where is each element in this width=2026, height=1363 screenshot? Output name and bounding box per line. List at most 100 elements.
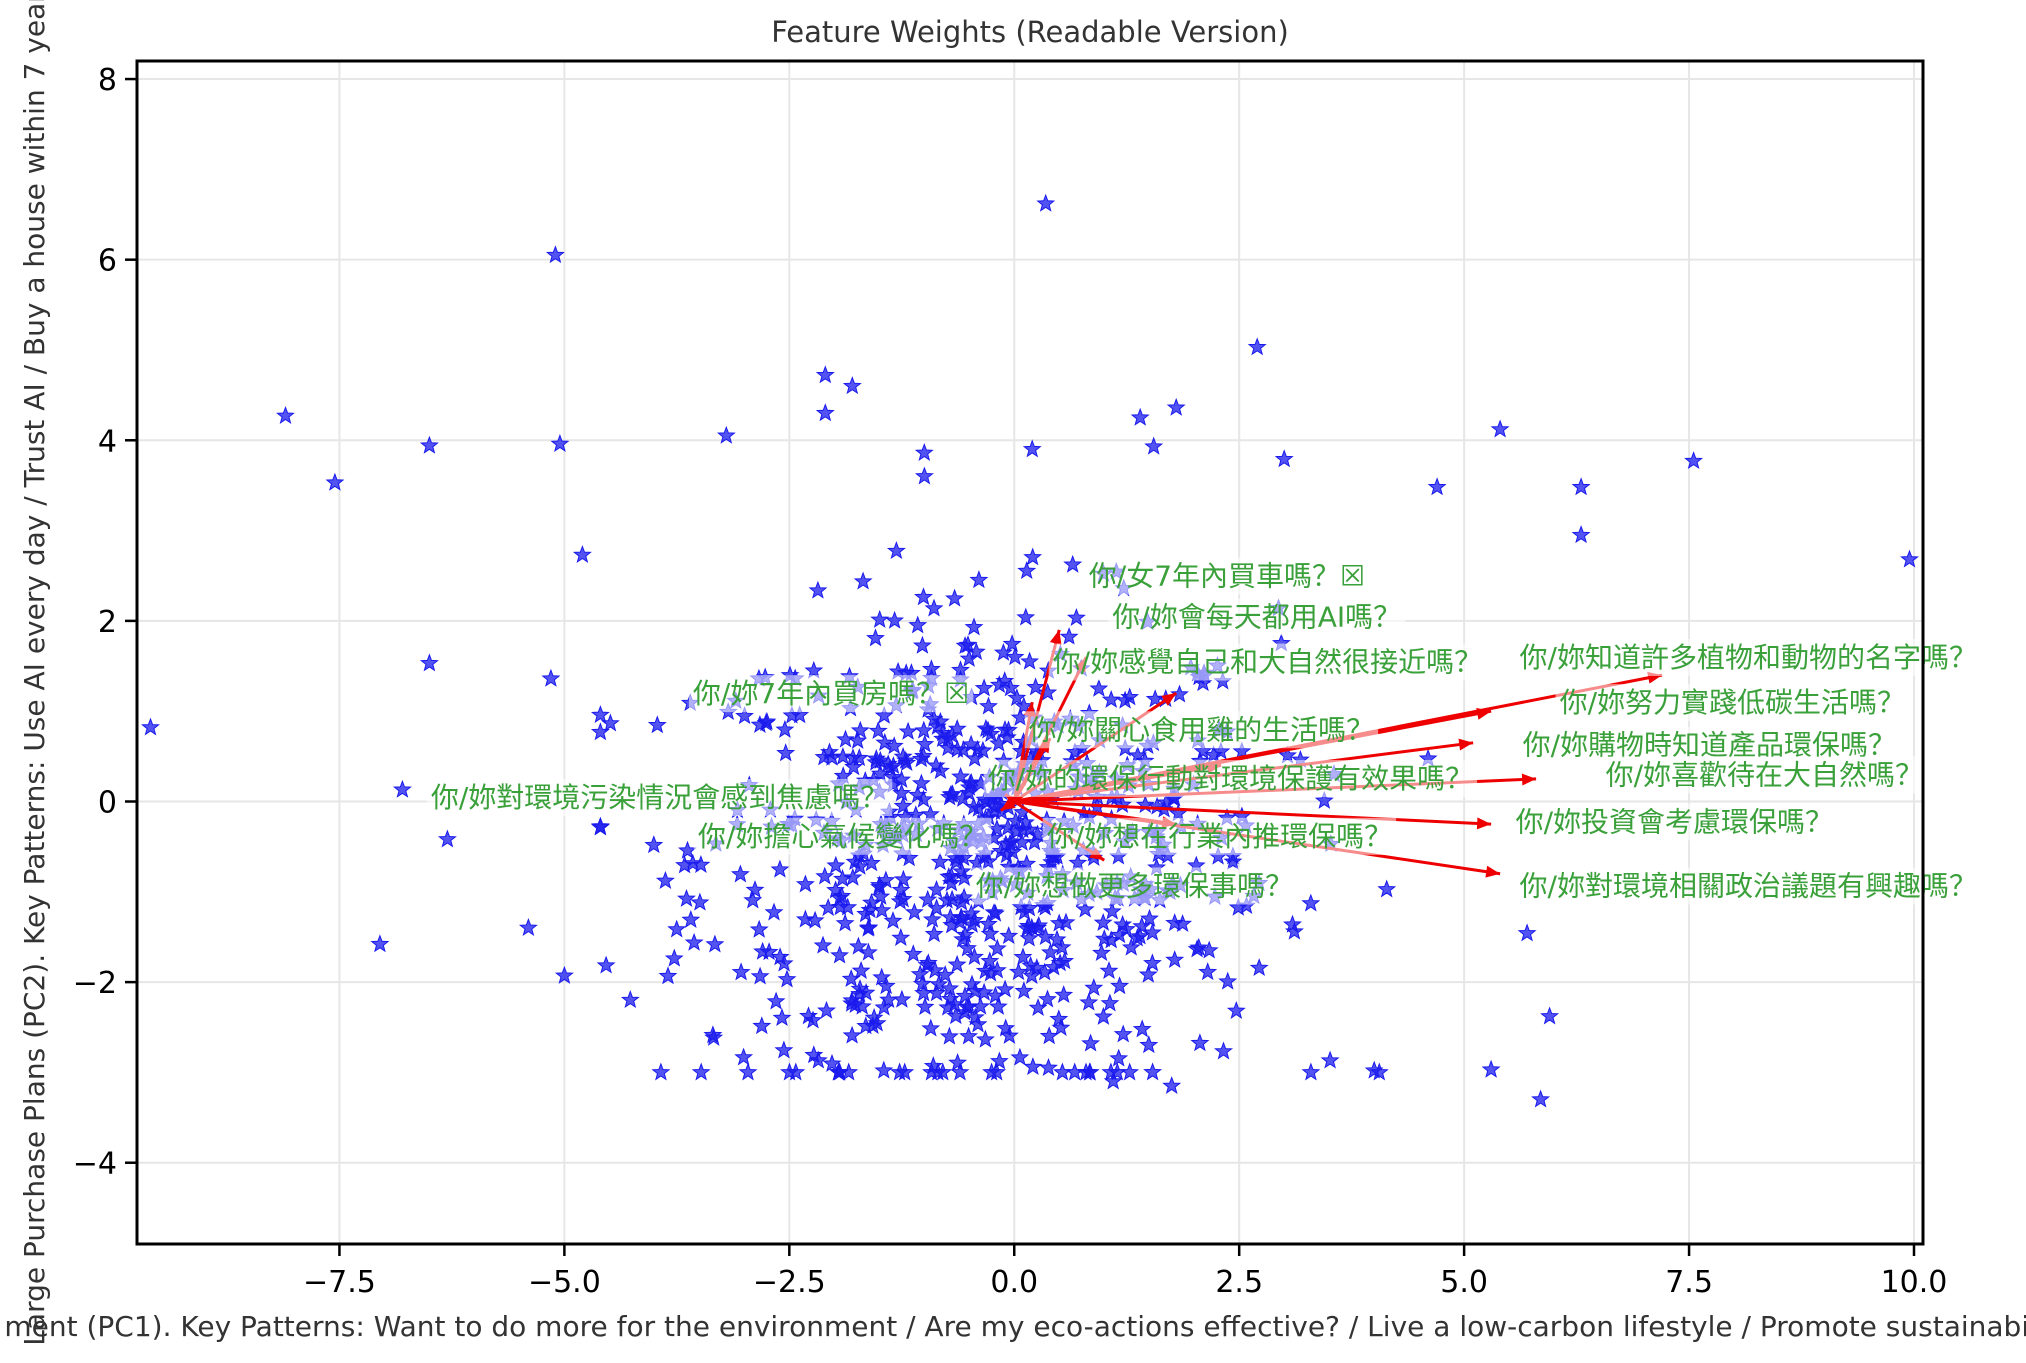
- data-point-cloud-440: [1110, 976, 1130, 995]
- data-point-cloud-525: [1101, 1062, 1121, 1081]
- data-point-cloud-260: [1232, 741, 1252, 760]
- x-tick-label-2: −2.5: [753, 1265, 826, 1300]
- data-point-cloud-513: [1035, 897, 1055, 916]
- data-point-21: [554, 965, 574, 984]
- data-point-cloud-20: [1143, 1062, 1163, 1081]
- data-point-cloud-388: [984, 902, 1004, 921]
- data-point-cloud-699: [911, 749, 931, 768]
- data-point-22: [1481, 1059, 1501, 1078]
- data-point-cloud-241: [1143, 953, 1162, 972]
- data-point-cloud-703: [864, 1007, 884, 1026]
- data-point-cloud-522: [895, 1062, 915, 1081]
- feature-label-group-9: 你/妳喜歡待在大自然嗎？: [1601, 756, 1927, 794]
- data-point-cloud-596: [1249, 958, 1269, 977]
- data-point-14: [1571, 525, 1591, 544]
- data-point-cloud-270: [971, 996, 990, 1015]
- data-point-cloud-532: [1142, 922, 1162, 941]
- data-point-11: [1490, 419, 1510, 438]
- data-point-cloud-339: [749, 919, 769, 938]
- data-point-cloud-520: [1139, 1035, 1159, 1054]
- data-point-cloud-128: [1038, 989, 1057, 1008]
- data-point-cloud-72: [886, 541, 906, 560]
- data-point-cloud-615: [930, 852, 950, 871]
- data-point-cloud-343: [1075, 899, 1095, 918]
- data-point-19: [437, 829, 457, 848]
- feature-label-12: 你/妳想在行業內推環保嗎？: [1047, 820, 1392, 853]
- data-point-cloud-159: [664, 948, 684, 967]
- data-point-27: [1162, 1076, 1182, 1094]
- data-point-cloud-250: [1022, 965, 1042, 984]
- data-point-cloud-175: [590, 705, 610, 724]
- feature-label-group-2: 你/妳感覺自己和大自然很接近嗎？: [1048, 643, 1487, 681]
- data-point-cloud-233: [1002, 634, 1022, 653]
- data-point-cloud-437: [1089, 678, 1109, 697]
- feature-label-5: 你/妳知道許多植物和動物的名字嗎？: [1520, 641, 1977, 674]
- data-point-30: [874, 1060, 894, 1079]
- data-point-cloud-115: [752, 1016, 772, 1035]
- data-point-cloud-566: [1189, 937, 1209, 956]
- feature-label-group-1: 你/妳會每天都用AI嗎？: [1108, 598, 1406, 636]
- data-point-cloud-215: [965, 748, 985, 767]
- data-point-cloud-393: [1145, 689, 1165, 708]
- data-point-cloud-695: [924, 924, 944, 943]
- data-point-cloud-666: [1041, 942, 1060, 961]
- data-point-cloud-163: [817, 1000, 836, 1019]
- data-point-cloud-691: [980, 951, 1000, 970]
- data-point-cloud-648: [774, 1040, 794, 1059]
- data-point-cloud-171: [1223, 851, 1243, 870]
- data-point-cloud-223: [1377, 879, 1397, 898]
- plot-frame: [135, 59, 1925, 1246]
- feature-label-group-3: 你/妳7年內買房嗎？☒: [688, 675, 974, 713]
- data-point-cloud-593: [915, 734, 935, 753]
- data-point-13: [1571, 477, 1591, 496]
- data-point-cloud-500: [1001, 678, 1020, 697]
- data-point-cloud-628: [1055, 951, 1075, 970]
- data-point-cloud-448: [1007, 688, 1027, 707]
- data-point-cloud-205: [1081, 1033, 1101, 1052]
- feature-label-bg-13: [1511, 803, 1838, 841]
- feature-label-bg-12: [1042, 817, 1397, 855]
- data-point-cloud-240: [770, 947, 790, 966]
- data-point-cloud-405: [987, 938, 1007, 957]
- data-point-cloud-278: [988, 996, 1008, 1015]
- data-point-cloud-52: [862, 853, 881, 872]
- feature-vector-head-9: [1521, 773, 1537, 786]
- feature-label-bg-15: [971, 867, 1298, 905]
- data-point-cloud-495: [1039, 1057, 1058, 1076]
- data-point-cloud-627: [1038, 682, 1058, 701]
- feature-label-14: 你/妳對環境相關政治議題有興趣嗎？: [1520, 869, 1977, 902]
- data-point-cloud-326: [959, 648, 979, 667]
- data-point-15: [1900, 549, 1919, 568]
- data-point-cloud-31: [743, 890, 763, 909]
- data-point-7: [815, 365, 835, 384]
- data-point-cloud-431: [1115, 690, 1135, 709]
- data-point-cloud-609: [845, 852, 865, 871]
- feature-vector-head-0: [1049, 629, 1062, 645]
- y-axis-ticks: −4 −2 0 2 4 6 8: [73, 63, 137, 1182]
- data-point-cloud-475: [986, 985, 1005, 1004]
- data-point-cloud-415: [914, 587, 933, 606]
- data-point-cloud-459: [843, 867, 863, 886]
- data-point-cloud-639: [939, 1026, 959, 1045]
- data-point-cloud-25: [924, 598, 944, 617]
- data-point-cloud-380: [945, 588, 965, 607]
- data-point-cloud-346: [776, 743, 796, 762]
- data-point-cloud-646: [896, 750, 916, 769]
- data-point-cloud-578: [929, 974, 949, 993]
- data-point-cloud-399: [908, 615, 928, 634]
- data-point-cloud-76: [815, 866, 835, 885]
- data-point-cloud-332: [766, 991, 786, 1010]
- feature-label-group-6: 你/妳努力實踐低碳生活嗎？: [1555, 684, 1910, 722]
- data-point-cloud-314: [1301, 1062, 1321, 1081]
- data-point-cloud-365: [850, 720, 870, 739]
- data-point-cloud-555: [1218, 971, 1238, 990]
- data-point-cloud-636: [750, 714, 770, 733]
- data-point-cloud-466: [1039, 1026, 1059, 1045]
- data-point-cloud-213: [973, 740, 993, 759]
- data-point-cloud-54: [1009, 962, 1028, 981]
- data-point-cloud-364: [965, 910, 985, 929]
- data-point-cloud-83: [915, 997, 935, 1016]
- data-point-cloud-285: [922, 1062, 941, 1081]
- data-point-cloud-391: [914, 720, 934, 739]
